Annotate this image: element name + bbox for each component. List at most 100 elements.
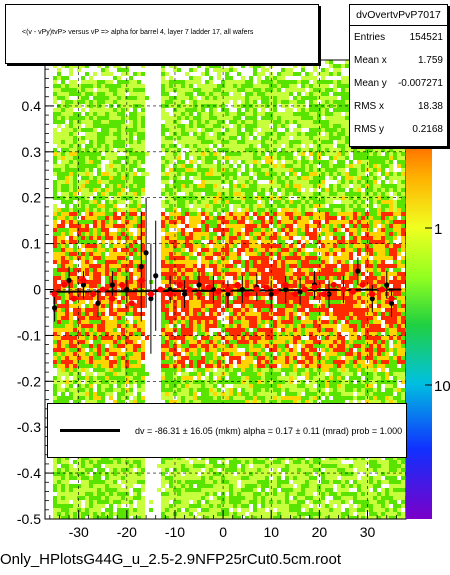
- heatmap-cell: [141, 476, 145, 480]
- heatmap-cell: [93, 320, 97, 324]
- heatmap-cell: [101, 388, 105, 392]
- heatmap-cell: [77, 392, 81, 396]
- heatmap-cell: [137, 380, 141, 384]
- heatmap-cell: [133, 352, 137, 356]
- heatmap-cell: [105, 340, 109, 344]
- heatmap-cell: [217, 148, 221, 152]
- heatmap-cell: [185, 88, 189, 92]
- heatmap-cell: [185, 340, 189, 344]
- heatmap-cell: [117, 172, 121, 176]
- heatmap-cell: [177, 268, 181, 272]
- heatmap-cell: [237, 504, 241, 508]
- heatmap-cell: [65, 240, 69, 244]
- heatmap-cell: [233, 140, 237, 144]
- heatmap-cell: [213, 116, 217, 120]
- heatmap-cell: [229, 516, 233, 519]
- heatmap-cell: [229, 228, 233, 232]
- heatmap-cell: [61, 272, 65, 276]
- heatmap-cell: [249, 80, 253, 84]
- heatmap-cell: [233, 300, 237, 304]
- heatmap-cell: [161, 256, 165, 260]
- heatmap-cell: [97, 380, 101, 384]
- heatmap-cell: [229, 484, 233, 488]
- heatmap-cell: [85, 244, 89, 248]
- heatmap-cell: [261, 372, 265, 376]
- heatmap-cell: [73, 92, 77, 96]
- heatmap-cell: [237, 400, 241, 404]
- heatmap-cell: [133, 120, 137, 124]
- heatmap-cell: [169, 240, 173, 244]
- heatmap-cell: [89, 220, 93, 224]
- heatmap-cell: [245, 332, 249, 336]
- heatmap-cell: [141, 220, 145, 224]
- heatmap-cell: [97, 188, 101, 192]
- heatmap-cell: [233, 456, 237, 460]
- heatmap-cell: [129, 296, 133, 300]
- heatmap-cell: [249, 392, 253, 396]
- heatmap-cell: [73, 188, 77, 192]
- heatmap-cell: [225, 148, 229, 152]
- heatmap-cell: [213, 512, 217, 516]
- heatmap-cell: [121, 496, 125, 500]
- heatmap-cell: [237, 84, 241, 88]
- heatmap-cell: [189, 212, 193, 216]
- heatmap-cell: [233, 276, 237, 280]
- heatmap-cell: [93, 332, 97, 336]
- heatmap-cell: [69, 168, 73, 172]
- heatmap-cell: [113, 356, 117, 360]
- heatmap-cell: [189, 488, 193, 492]
- heatmap-cell: [197, 232, 201, 236]
- heatmap-cell: [181, 140, 185, 144]
- heatmap-cell: [85, 312, 89, 316]
- heatmap-cell: [201, 92, 205, 96]
- heatmap-cell: [253, 464, 257, 468]
- heatmap-cell: [233, 260, 237, 264]
- heatmap-cell: [217, 368, 221, 372]
- heatmap-cell: [249, 372, 253, 376]
- heatmap-cell: [85, 396, 89, 400]
- heatmap-cell: [241, 124, 245, 128]
- heatmap-cell: [181, 188, 185, 192]
- heatmap-cell: [85, 480, 89, 484]
- heatmap-cell: [113, 192, 117, 196]
- heatmap-cell: [105, 324, 109, 328]
- heatmap-cell: [261, 204, 265, 208]
- heatmap-cell: [93, 112, 97, 116]
- heatmap-cell: [265, 128, 269, 132]
- heatmap-cell: [89, 160, 93, 164]
- heatmap-cell: [129, 344, 133, 348]
- heatmap-cell: [69, 124, 73, 128]
- heatmap-cell: [133, 192, 137, 196]
- heatmap-cell: [181, 96, 185, 100]
- heatmap-cell: [213, 64, 217, 68]
- heatmap-cell: [161, 388, 165, 392]
- heatmap-cell: [209, 120, 213, 124]
- heatmap-cell: [61, 152, 65, 156]
- heatmap-cell: [97, 392, 101, 396]
- heatmap-cell: [165, 400, 169, 404]
- heatmap-cell: [229, 328, 233, 332]
- heatmap-cell: [245, 152, 249, 156]
- heatmap-cell: [165, 144, 169, 148]
- heatmap-cell: [77, 320, 81, 324]
- heatmap-cell: [81, 208, 85, 212]
- heatmap-cell: [161, 324, 165, 328]
- heatmap-cell: [237, 364, 241, 368]
- heatmap-cell: [93, 356, 97, 360]
- heatmap-cell: [245, 376, 249, 380]
- heatmap-cell: [93, 132, 97, 136]
- heatmap-cell: [141, 232, 145, 236]
- heatmap-cell: [121, 120, 125, 124]
- heatmap-cell: [109, 124, 113, 128]
- heatmap-cell: [77, 228, 81, 232]
- heatmap-cell: [253, 64, 257, 68]
- heatmap-cell: [113, 368, 117, 372]
- heatmap-cell: [121, 460, 125, 464]
- heatmap-cell: [225, 260, 229, 264]
- heatmap-cell: [113, 500, 117, 504]
- heatmap-cell: [161, 356, 165, 360]
- heatmap-cell: [197, 168, 201, 172]
- heatmap-cell: [121, 288, 125, 292]
- heatmap-cell: [133, 180, 137, 184]
- heatmap-cell: [241, 184, 245, 188]
